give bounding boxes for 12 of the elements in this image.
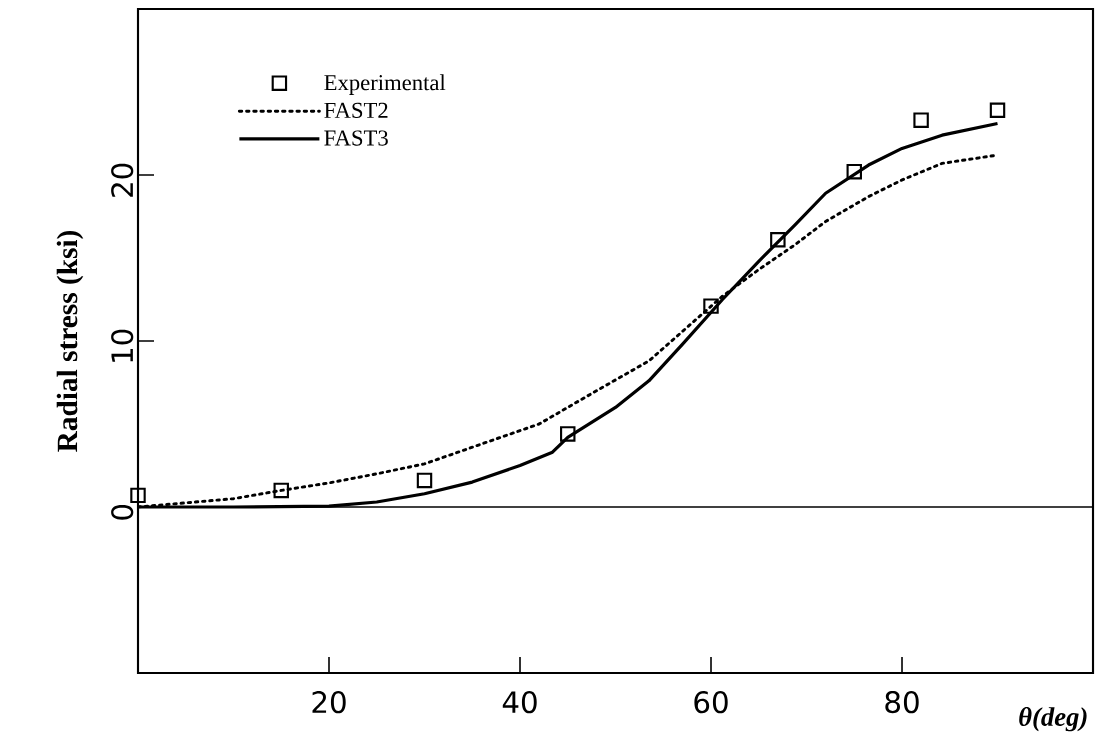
y-tick-label: 0 — [111, 504, 134, 520]
x-axis-title: θ(deg) — [1019, 707, 1087, 732]
y-tick-label: 20 — [111, 163, 134, 197]
x-tick-label: 80 — [885, 691, 919, 714]
y-axis-title: Radial stress (ksi) — [56, 230, 84, 452]
x-tick-label: 60 — [694, 691, 728, 714]
legend-label: FAST3 — [324, 130, 388, 146]
y-tick-label: 10 — [111, 329, 134, 362]
x-tick-label: 20 — [312, 691, 346, 714]
legend-label: FAST2 — [324, 102, 388, 118]
x-tick-label: 40 — [502, 691, 537, 714]
legend-label: Experimental — [324, 74, 446, 95]
